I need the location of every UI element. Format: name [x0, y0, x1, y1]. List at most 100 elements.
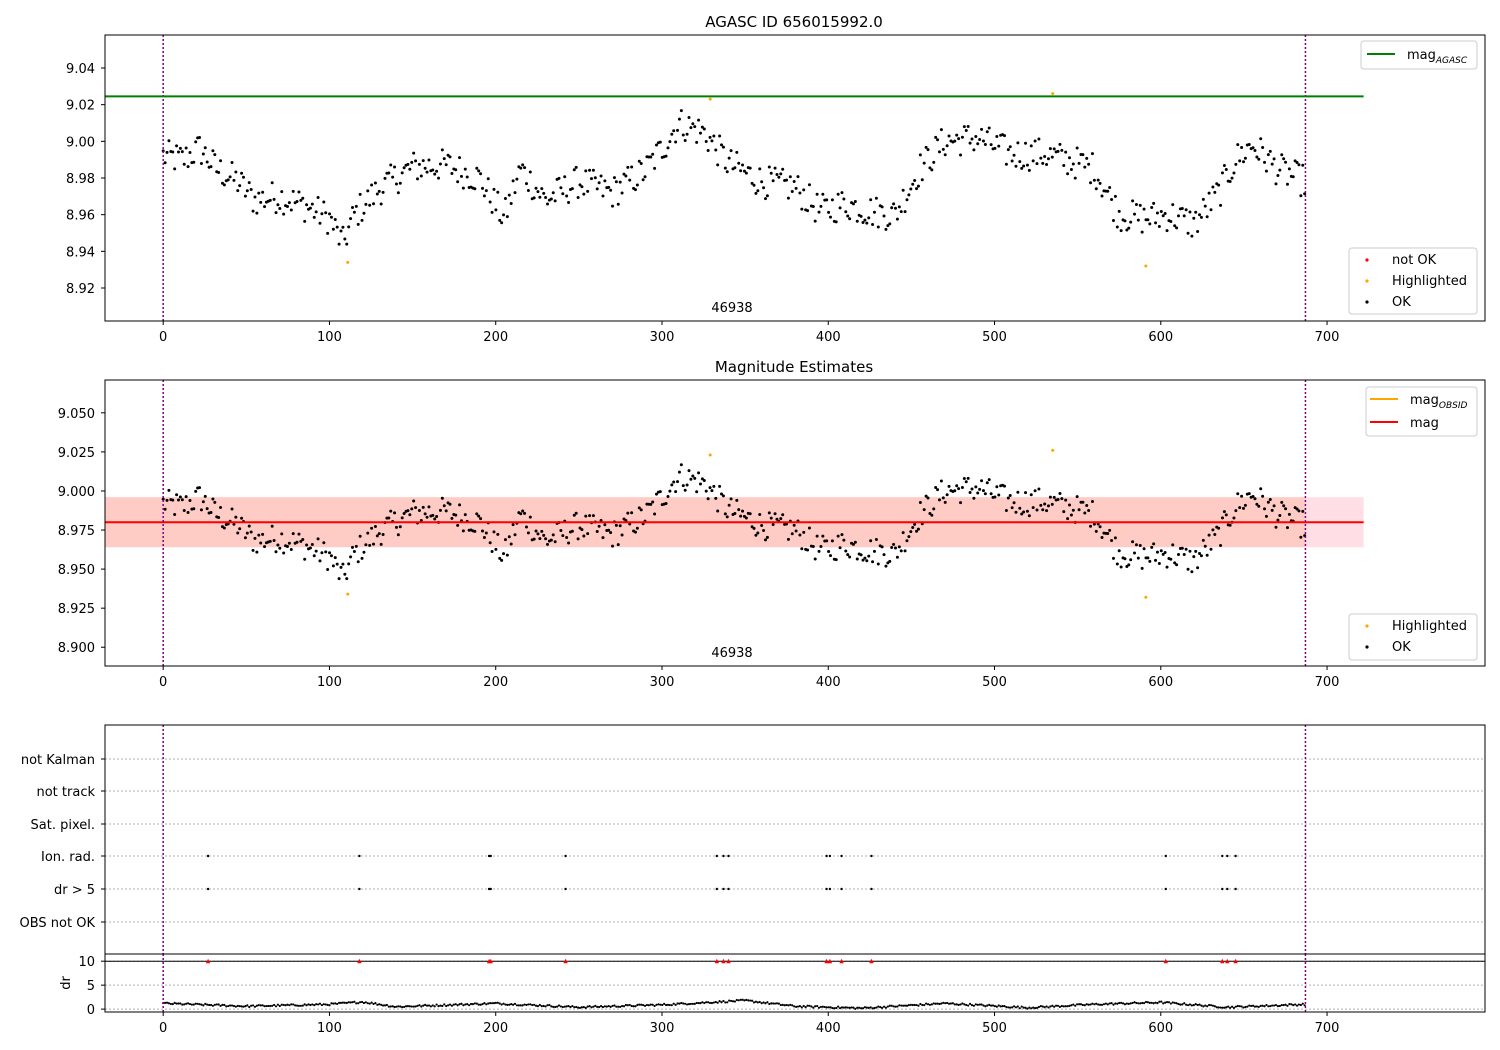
p1-ok-point-199 [542, 191, 546, 195]
p2-ok-point-105 [362, 550, 366, 554]
p1-ok-point-366 [861, 220, 865, 224]
p4-dr-point-136 [422, 1004, 425, 1007]
p3-event-4-13 [1221, 887, 1224, 891]
p4-dr-point-363 [856, 1006, 859, 1009]
p2-ok-point-249 [637, 506, 641, 510]
p2-ok-point-491 [1100, 536, 1104, 540]
p2-ok-point-348 [827, 550, 831, 554]
p4-dr-point-137 [424, 1003, 427, 1007]
p4-dr-point-323 [779, 1003, 782, 1007]
p1-ok-point-566 [1243, 156, 1247, 160]
p1-ok-point-501 [1119, 229, 1123, 233]
p1-ok-point-307 [748, 166, 752, 170]
p1-ok-point-393 [913, 179, 917, 183]
p4-dr-point-179 [504, 1003, 507, 1006]
p4-dr-point-516 [1148, 1001, 1151, 1005]
p4-dr-point-422 [968, 1002, 972, 1005]
p4-dr-point-417 [959, 1003, 962, 1006]
p4-dr-point-587 [1284, 1003, 1287, 1006]
p1-ok-point-444 [1010, 159, 1014, 163]
p1-ok-point-515 [1146, 218, 1150, 222]
p2-ok-point-60 [276, 543, 280, 547]
p1-ok-point-361 [851, 202, 855, 206]
p2-ok-point-88 [329, 554, 333, 558]
p4-dr-point-314 [762, 1001, 765, 1004]
p2-ok-point-276 [689, 477, 693, 481]
p4-dr-point-261 [661, 1003, 664, 1007]
p4-dr-point-80 [315, 1003, 318, 1006]
p4-dr-point-340 [812, 1006, 815, 1009]
p4-dr-point-304 [743, 999, 746, 1002]
p2-ok-point-385 [897, 545, 901, 549]
p2-ok-point-97 [347, 562, 351, 566]
p2-ok-point-457 [1035, 508, 1039, 512]
p4-dr-point-565 [1242, 1006, 1245, 1009]
p4-dr-point-231 [603, 1005, 606, 1008]
p1-ok-point-72 [299, 198, 303, 202]
p3-category-label-1: not track [36, 785, 95, 800]
p4-dr-point-94 [341, 1001, 345, 1004]
p2-highlighted-point-1 [708, 453, 712, 457]
p4-dr-point-230 [601, 1005, 605, 1009]
p2-ok-point-41 [240, 516, 244, 520]
p2-ok-point-92 [337, 577, 341, 581]
p4-dr-point-404 [934, 1002, 937, 1005]
p2-highlighted-point-0 [346, 592, 350, 596]
p4-dr-point-242 [624, 1003, 628, 1007]
p1-ok-point-77 [308, 206, 312, 210]
p2-ok-point-369 [867, 554, 871, 558]
p1-y-ticks: 8.928.948.968.989.009.029.04 [66, 62, 105, 297]
p2-ok-point-234 [609, 531, 613, 535]
p4-dr-point-274 [685, 1003, 689, 1006]
p2-ok-point-143 [435, 514, 439, 518]
p3-event-4-9 [828, 887, 832, 891]
p4-dr-point-378 [884, 1006, 888, 1009]
p4-dr-point-293 [722, 999, 725, 1003]
p1-ok-point-365 [859, 214, 863, 218]
p2-ok-point-32 [222, 526, 226, 530]
p4-dr-point-568 [1248, 1004, 1251, 1007]
p2-ok-point-595 [1299, 535, 1303, 539]
p4-dr-point-434 [991, 1004, 995, 1007]
p4-dr-point-178 [502, 1002, 505, 1005]
p1-ok-point-495 [1108, 186, 1112, 190]
p2-ok-point-141 [431, 513, 435, 517]
p1-ok-point-113 [377, 189, 381, 193]
p4-dr-point-448 [1018, 1007, 1021, 1010]
p4-xtick-label-300: 300 [650, 1021, 675, 1036]
p1-ok-point-312 [758, 167, 762, 171]
p4-dr-point-39 [236, 1004, 239, 1008]
p4-dr-point-462 [1045, 1005, 1048, 1008]
p4-dr-point-305 [745, 998, 748, 1001]
p1-ok-point-209 [561, 192, 565, 196]
p1-ok-point-441 [1004, 162, 1008, 166]
p4-xtick-label-700: 700 [1315, 1021, 1340, 1036]
p4-dr-point-449 [1020, 1005, 1023, 1008]
p4-dr-point-144 [437, 1005, 440, 1008]
p4-dr-point-74 [303, 1003, 306, 1006]
p2-ok-point-286 [708, 486, 712, 490]
p4-dr-point-379 [886, 1005, 889, 1008]
p3-event-4-10 [840, 887, 843, 891]
p4-dr-point-531 [1177, 1002, 1180, 1006]
p1-ok-point-343 [817, 210, 821, 214]
p2-ok-point-166 [479, 517, 483, 521]
p1-ok-point-201 [546, 202, 550, 206]
p2-ok-point-154 [456, 523, 460, 527]
p2-ok-point-192 [528, 515, 532, 519]
p2-ok-point-216 [574, 511, 578, 515]
p2-ok-point-361 [851, 542, 855, 546]
p1-ok-point-445 [1012, 153, 1016, 157]
p2-ok-point-230 [601, 536, 605, 540]
p1-ok-point-60 [276, 203, 280, 207]
p1-ok-point-47 [251, 209, 255, 213]
p2-ok-point-13 [186, 510, 190, 514]
p1-ok-point-371 [871, 222, 875, 226]
p1-ok-point-410 [945, 144, 949, 148]
p1-ok-point-292 [720, 143, 724, 147]
p1-ok-point-96 [345, 242, 349, 246]
p1-ok-point-22 [203, 146, 207, 150]
p4-dr-point-215 [573, 1006, 576, 1009]
p2-ok-point-290 [716, 509, 720, 513]
p2-ok-point-238 [616, 543, 620, 547]
